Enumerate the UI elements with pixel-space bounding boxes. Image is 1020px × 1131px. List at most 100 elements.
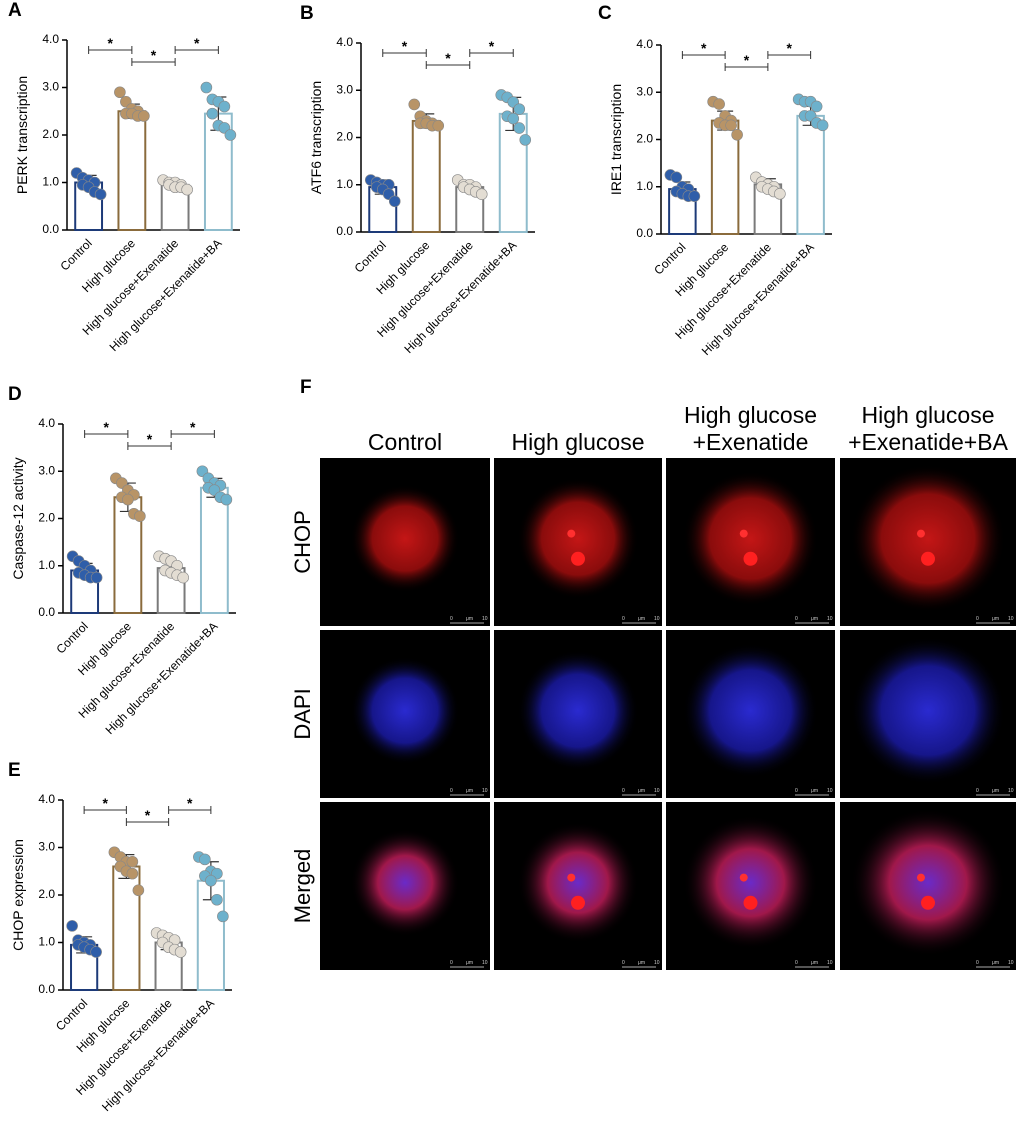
significance-label: * xyxy=(489,38,495,54)
bar xyxy=(199,486,229,615)
scale-bar-label: 0 xyxy=(450,960,453,966)
nucleolus xyxy=(921,551,935,566)
significance-label: * xyxy=(104,419,110,435)
data-point xyxy=(114,86,126,99)
nucleolus xyxy=(743,895,758,910)
scale-bar-label: 0 xyxy=(976,616,979,622)
y-axis-label: ATF6 transcription xyxy=(308,81,324,194)
row-label: CHOP xyxy=(290,510,315,574)
y-tick-label: 2.0 xyxy=(38,887,55,901)
cell-signal xyxy=(350,656,460,765)
panel-label: A xyxy=(8,0,22,21)
nucleolus xyxy=(916,873,925,882)
cell-signal xyxy=(517,822,639,944)
scale-bar-label: 0 xyxy=(622,616,625,622)
significance-bracket xyxy=(83,806,127,814)
scale-bar-label: μm xyxy=(466,788,473,794)
scale-bar-label: 10 xyxy=(482,788,488,794)
data-point xyxy=(90,946,102,958)
x-tick-label: Control xyxy=(57,236,94,273)
scale-bar-label: μm xyxy=(638,616,645,622)
data-point xyxy=(211,893,223,906)
scale-bar-label: 10 xyxy=(654,616,660,622)
significance-label: * xyxy=(145,807,151,823)
panel-label: C xyxy=(598,3,612,24)
bar xyxy=(796,114,825,235)
significance-label: * xyxy=(190,419,196,435)
scale-bar-label: 10 xyxy=(654,960,660,966)
significance-label: * xyxy=(147,431,153,447)
data-point xyxy=(126,867,139,880)
column-header: Control xyxy=(368,429,442,455)
data-point xyxy=(134,510,146,522)
x-tick-label: Control xyxy=(651,240,688,277)
y-tick-label: 4.0 xyxy=(336,35,353,49)
y-tick-label: 3.0 xyxy=(38,840,55,854)
y-tick-label: 1.0 xyxy=(636,179,653,193)
significance-label: * xyxy=(103,795,109,811)
scale-bar-label: 0 xyxy=(795,616,798,622)
data-point xyxy=(713,98,725,110)
scale-bar-label: μm xyxy=(638,960,645,966)
data-point xyxy=(513,103,526,115)
data-point xyxy=(217,910,229,923)
bar xyxy=(117,110,147,231)
scale-bar-label: 10 xyxy=(1008,788,1014,794)
nucleolus xyxy=(916,529,925,538)
column-header: High glucose xyxy=(684,402,817,428)
bar xyxy=(112,865,141,991)
bar xyxy=(498,112,528,233)
significance-label: * xyxy=(108,35,114,51)
row-label: DAPI xyxy=(290,688,315,739)
scale-bar-label: 0 xyxy=(622,788,625,794)
scale-bar-label: μm xyxy=(466,960,473,966)
data-point xyxy=(725,119,737,132)
scale-bar-label: μm xyxy=(811,960,818,966)
significance-label: * xyxy=(151,47,157,63)
y-tick-label: 2.0 xyxy=(636,132,653,146)
data-point xyxy=(200,81,213,94)
data-point xyxy=(408,98,421,111)
significance-bracket xyxy=(131,58,176,66)
scale-bar-label: 10 xyxy=(827,788,833,794)
scale-bar-label: 0 xyxy=(976,788,979,794)
y-tick-label: 2.0 xyxy=(38,511,55,525)
data-point xyxy=(519,134,532,146)
y-tick-label: 1.0 xyxy=(38,935,55,949)
cell-signal xyxy=(350,484,460,593)
y-tick-label: 3.0 xyxy=(636,84,653,98)
panel-label: E xyxy=(8,760,21,781)
column-header: High glucose xyxy=(512,429,645,455)
scale-bar-label: 0 xyxy=(976,960,979,966)
y-tick-label: 4.0 xyxy=(42,32,59,46)
cell-signal xyxy=(850,464,1006,613)
significance-bracket xyxy=(168,806,212,814)
y-tick-label: 3.0 xyxy=(336,82,353,96)
scale-bar-label: 0 xyxy=(450,788,453,794)
data-point xyxy=(205,874,217,887)
scale-bar-label: 0 xyxy=(622,960,625,966)
scale-bar-label: μm xyxy=(638,788,645,794)
y-tick-label: 2.0 xyxy=(42,127,59,141)
scale-bar-label: 0 xyxy=(795,960,798,966)
data-point xyxy=(224,129,237,141)
data-point xyxy=(199,853,211,866)
data-point xyxy=(181,183,193,196)
y-axis-label: Caspase-12 activity xyxy=(10,457,26,579)
significance-bracket xyxy=(174,46,219,54)
scale-bar-label: 0 xyxy=(450,616,453,622)
significance-bracket xyxy=(88,46,133,54)
data-point xyxy=(177,571,189,584)
scale-bar-label: μm xyxy=(811,616,818,622)
scale-bar-label: μm xyxy=(992,788,999,794)
data-point xyxy=(475,188,488,200)
panel-label: B xyxy=(300,3,314,24)
bar xyxy=(411,119,441,233)
significance-label: * xyxy=(187,795,193,811)
scale-bar-label: 10 xyxy=(654,788,660,794)
y-axis-label: IRE1 transcription xyxy=(608,84,624,195)
x-tick-label: Control xyxy=(53,996,90,1033)
y-tick-label: 2.0 xyxy=(336,130,353,144)
data-point xyxy=(218,100,231,113)
y-tick-label: 0.0 xyxy=(636,226,653,240)
